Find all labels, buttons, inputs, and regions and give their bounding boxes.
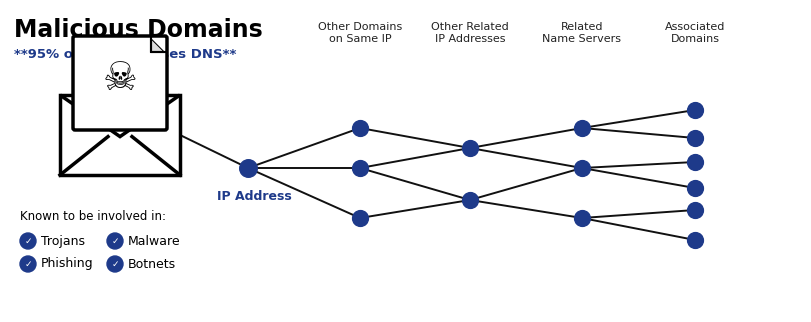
Polygon shape (151, 38, 165, 52)
Point (575, 126, 588, 131)
Circle shape (20, 233, 36, 249)
Point (575, 215, 588, 221)
FancyBboxPatch shape (60, 95, 180, 175)
Point (575, 166, 588, 171)
Point (688, 237, 701, 242)
Text: Other Domains
on Same IP: Other Domains on Same IP (317, 22, 401, 43)
Point (688, 108, 701, 113)
Text: Phishing: Phishing (41, 258, 93, 270)
Text: Malicious Domains: Malicious Domains (14, 18, 263, 42)
Point (463, 197, 476, 203)
Text: Other Related
IP Addresses: Other Related IP Addresses (431, 22, 508, 43)
Text: ✓: ✓ (111, 236, 118, 245)
Circle shape (107, 233, 122, 249)
Text: Botnets: Botnets (128, 258, 176, 270)
Circle shape (20, 256, 36, 272)
Point (353, 215, 366, 221)
Point (688, 136, 701, 141)
Text: ✓: ✓ (24, 236, 32, 245)
Point (688, 159, 701, 165)
Point (353, 166, 366, 171)
Text: ☠: ☠ (102, 60, 137, 98)
Point (241, 166, 254, 171)
Text: Known to be involved in:: Known to be involved in: (20, 210, 165, 223)
Text: **95% of Malware uses DNS**: **95% of Malware uses DNS** (14, 48, 236, 61)
Circle shape (107, 256, 122, 272)
Point (688, 185, 701, 191)
Text: ✓: ✓ (111, 260, 118, 269)
Point (353, 126, 366, 131)
Text: Associated
Domains: Associated Domains (664, 22, 724, 43)
Point (688, 207, 701, 213)
Point (463, 146, 476, 151)
Text: Related
Name Servers: Related Name Servers (542, 22, 620, 43)
Text: Trojans: Trojans (41, 234, 85, 248)
Text: IP Address: IP Address (217, 190, 291, 203)
Polygon shape (151, 38, 165, 52)
FancyBboxPatch shape (73, 36, 167, 130)
Text: Malware: Malware (128, 234, 180, 248)
Text: ✓: ✓ (24, 260, 32, 269)
